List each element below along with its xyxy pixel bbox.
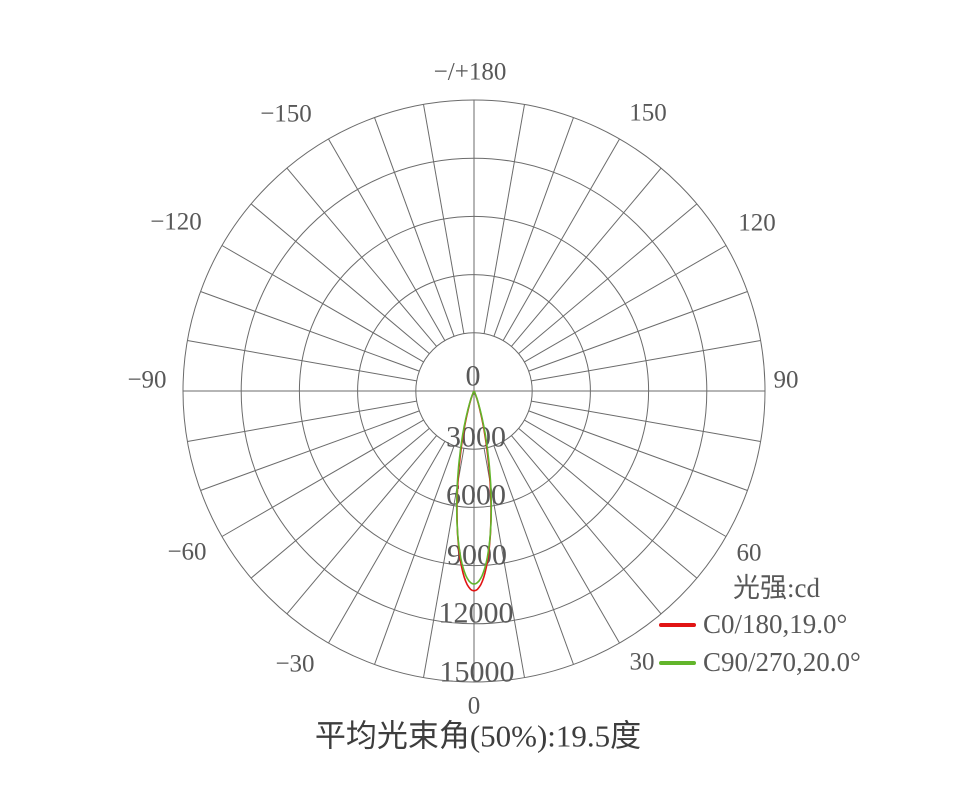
grid-spoke-300 xyxy=(221,419,424,537)
grid-spoke-330 xyxy=(328,441,446,644)
radial-tick-9000: 9000 xyxy=(447,539,507,572)
radial-tick-15000: 15000 xyxy=(440,656,515,689)
grid-spoke-230 xyxy=(250,203,430,354)
grid-spoke-80 xyxy=(531,400,761,442)
angle-label-120: 120 xyxy=(738,210,776,237)
legend: 光强:cd C0/180,19.0° C90/270,20.0° xyxy=(659,573,861,677)
grid-spoke-210 xyxy=(328,138,446,341)
radial-tick-6000: 6000 xyxy=(446,479,506,512)
angle-label-90: 90 xyxy=(774,367,799,394)
grid-spoke-290 xyxy=(200,410,420,491)
grid-spoke-340 xyxy=(374,445,455,665)
legend-label-c90: C90/270,20.0° xyxy=(703,647,861,677)
radial-tick-3000: 3000 xyxy=(446,421,506,454)
grid-spoke-190 xyxy=(423,104,465,334)
grid-spoke-310 xyxy=(250,428,430,579)
legend-title: 光强:cd xyxy=(733,573,820,603)
grid-spoke-170 xyxy=(483,104,525,334)
angle-label-0: 0 xyxy=(468,693,481,720)
angle-label-neg60: −60 xyxy=(167,539,206,566)
grid-spoke-160 xyxy=(493,117,574,337)
angle-label-neg120: −120 xyxy=(150,209,202,236)
angle-label-60: 60 xyxy=(737,540,762,567)
angle-label-neg30: −30 xyxy=(275,651,314,678)
grid-spoke-130 xyxy=(518,203,698,354)
radial-tick-labels: 0 3000 6000 9000 12000 15000 xyxy=(439,360,515,689)
grid-spoke-70 xyxy=(528,410,748,491)
grid-spoke-150 xyxy=(502,138,620,341)
grid-spoke-220 xyxy=(286,167,437,347)
grid-spoke-100 xyxy=(531,340,761,382)
legend-label-c0: C0/180,19.0° xyxy=(703,609,847,639)
grid-spoke-40 xyxy=(511,435,662,615)
grid-spoke-280 xyxy=(187,400,417,442)
grid-spoke-320 xyxy=(286,435,437,615)
radial-tick-12000: 12000 xyxy=(439,597,514,630)
grid-spoke-140 xyxy=(511,167,662,347)
angle-label-180: −/+180 xyxy=(434,59,507,86)
grid-spoke-200 xyxy=(374,117,455,337)
grid-spoke-240 xyxy=(221,245,424,363)
angle-label-150: 150 xyxy=(629,100,667,127)
chart-title: 平均光束角(50%):19.5度 xyxy=(315,719,641,754)
grid-spoke-60 xyxy=(524,419,727,537)
grid-spoke-30 xyxy=(502,441,620,644)
angle-labels: −/+180 −150 150 −120 120 −90 90 −60 60 −… xyxy=(127,59,798,720)
grid-spoke-250 xyxy=(200,291,420,372)
beam-curves xyxy=(455,390,493,592)
grid-spoke-260 xyxy=(187,340,417,382)
angle-label-30: 30 xyxy=(630,649,655,676)
angle-label-neg150: −150 xyxy=(260,101,312,128)
grid-spoke-50 xyxy=(518,428,698,579)
beam-curve-C90/270 xyxy=(455,390,493,585)
grid-spoke-20 xyxy=(493,445,574,665)
radial-tick-0: 0 xyxy=(466,360,481,393)
angle-label-neg90: −90 xyxy=(127,367,166,394)
grid-spoke-110 xyxy=(528,291,748,372)
grid-spoke-120 xyxy=(524,245,727,363)
